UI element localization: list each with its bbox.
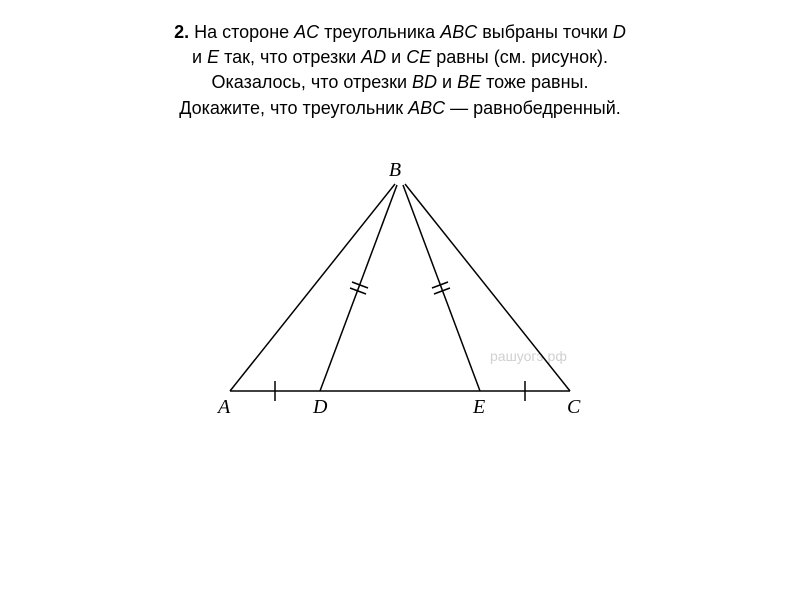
var-abc: ABC	[440, 22, 477, 42]
watermark-text: рашуогэ.рф	[490, 348, 567, 364]
var-e: E	[207, 47, 219, 67]
geometry-figure: рашуогэ.рф B A D E C	[190, 161, 610, 431]
label-a: A	[216, 396, 231, 418]
segment-bd	[320, 185, 397, 391]
text-part: Оказалось, что отрезки	[211, 72, 412, 92]
problem-number: 2.	[174, 22, 189, 42]
text-part: выбраны точки	[477, 22, 613, 42]
text-part: — равнобедренный.	[445, 98, 621, 118]
label-c: C	[567, 396, 581, 418]
text-part: и	[437, 72, 457, 92]
segment-be	[403, 185, 480, 391]
figure-container: рашуогэ.рф B A D E C	[40, 161, 760, 431]
label-b: B	[389, 161, 401, 181]
var-be: BE	[457, 72, 481, 92]
label-d: D	[312, 396, 328, 418]
text-part: Докажите, что треугольник	[179, 98, 408, 118]
text-part: треугольника	[319, 22, 440, 42]
var-abc2: ABC	[408, 98, 445, 118]
problem-statement: 2. На стороне AC треугольника ABC выбран…	[40, 20, 760, 121]
text-part: равны (см. рисунок).	[431, 47, 608, 67]
var-bd: BD	[412, 72, 437, 92]
var-ce: CE	[406, 47, 431, 67]
text-part: так, что отрезки	[219, 47, 361, 67]
text-part: и	[192, 47, 207, 67]
var-ac: AC	[294, 22, 319, 42]
var-d: D	[613, 22, 626, 42]
text-part: тоже равны.	[481, 72, 588, 92]
segment-bc	[405, 184, 570, 391]
text-part: и	[386, 47, 406, 67]
segment-ab	[230, 184, 395, 391]
var-ad: AD	[361, 47, 386, 67]
label-e: E	[472, 396, 485, 418]
text-part: На стороне	[189, 22, 294, 42]
